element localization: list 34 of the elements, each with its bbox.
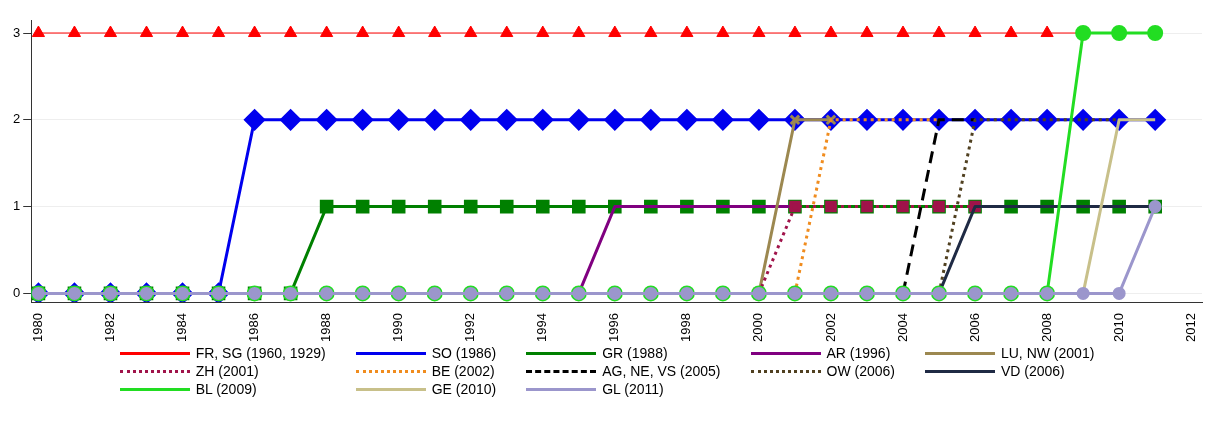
x-tick-label: 2002 [822,313,838,342]
x-tick-label: 1990 [390,313,406,342]
y-tick-label: 2 [13,111,21,127]
legend-label: LU, NW (2001) [1000,345,1095,361]
x-tick-label: 2012 [1182,313,1198,342]
legend-label: AR (1996) [826,345,891,361]
x-tick-label: 1988 [318,313,334,342]
x-tick-label: 1996 [606,313,622,342]
legend-label: BE (2002) [431,363,495,379]
legend-label: AG, NE, VS (2005) [602,363,721,379]
x-tick-label: 1986 [246,313,262,342]
legend-label: FR, SG (1960, 1929) [195,345,326,361]
x-tick-label: 1980 [30,313,46,342]
legend-label: ZH (2001) [195,363,259,379]
y-tick-label: 0 [13,284,21,300]
legend-label: SO (1986) [431,345,497,361]
x-tick-label: 1992 [462,313,478,342]
x-tick-label: 2006 [966,313,982,342]
y-tick-label: 3 [13,24,21,40]
x-tick-label: 1994 [534,313,550,342]
x-tick-label: 1998 [678,313,694,342]
legend-label: GE (2010) [431,381,497,397]
legend-label: GR (1988) [602,345,668,361]
x-tick-label: 1984 [174,313,190,342]
legend-label: OW (2006) [826,363,895,379]
x-tick-label: 2008 [1038,313,1054,342]
x-tick-label: 2010 [1110,313,1126,342]
legend-label: VD (2006) [1000,363,1065,379]
x-tick-label: 2000 [750,313,766,342]
x-tick-label: 2004 [894,313,910,342]
y-tick-label: 1 [13,198,21,214]
legend-label: GL (2011) [602,381,664,397]
x-tick-label: 1982 [102,313,118,342]
legend-label: BL (2009) [195,381,257,397]
